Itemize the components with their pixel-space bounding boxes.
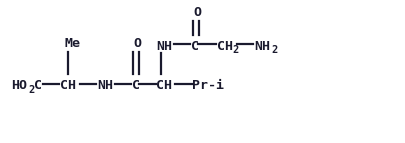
Text: CH: CH (156, 79, 172, 92)
Text: CH: CH (217, 39, 232, 52)
Text: 2: 2 (271, 45, 278, 55)
Text: Me: Me (64, 37, 81, 50)
Text: 2: 2 (232, 45, 238, 55)
Text: Pr-i: Pr-i (192, 79, 224, 92)
Text: 2: 2 (28, 85, 34, 95)
Text: O: O (134, 37, 141, 50)
Text: HO: HO (11, 79, 27, 92)
Text: C: C (191, 39, 199, 52)
Text: NH: NH (97, 79, 113, 92)
Text: CH: CH (60, 79, 76, 92)
Text: C: C (34, 79, 42, 92)
Text: O: O (194, 6, 202, 19)
Text: C: C (132, 79, 140, 92)
Text: NH: NH (156, 39, 172, 52)
Text: NH: NH (254, 39, 270, 52)
